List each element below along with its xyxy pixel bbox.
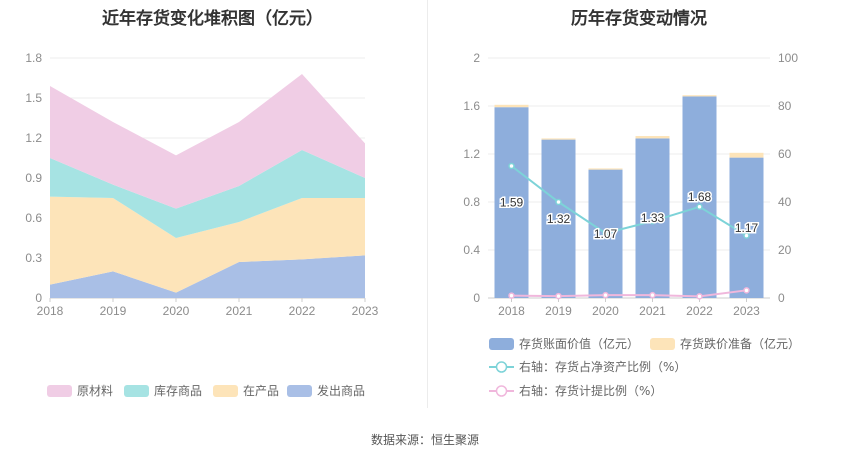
bar-book-value [541, 139, 576, 298]
line-point [508, 292, 515, 299]
right-y-tick-label: 0.8 [463, 195, 480, 209]
line-point [555, 198, 562, 206]
left-y-tick-label: 1.5 [25, 91, 42, 105]
chart-divider [427, 0, 428, 408]
bar-book-value [494, 107, 529, 298]
bar-value-label: 1.17 [735, 221, 759, 235]
line-point [602, 291, 609, 299]
left-legend-swatch [287, 385, 312, 397]
right-legend-swatch [650, 338, 675, 350]
right-y-tick-label: 1.6 [463, 99, 480, 113]
line-point [602, 229, 609, 237]
right-legend-label: 右轴：存货占净资产比例（%） [519, 359, 686, 374]
area-series-1 [50, 255, 365, 298]
bar-value-label: 1.32 [547, 212, 571, 226]
right-chart-title: 历年存货变动情况 [571, 9, 707, 29]
right-legend-label: 右轴：存货计提比例（%） [519, 383, 662, 398]
right-y2-tick-label: 80 [778, 99, 792, 113]
right-y2-tick-label: 20 [778, 243, 792, 257]
bar-impairment-reserve [588, 168, 623, 170]
left-legend-label: 在产品 [243, 384, 279, 398]
right-y2-tick-label: 100 [778, 51, 798, 65]
right-legend-label: 存货账面价值（亿元） [519, 336, 639, 351]
right-x-tick-label: 2020 [592, 304, 619, 318]
line-point [508, 162, 515, 170]
left-chart-title: 近年存货变化堆积图（亿元） [102, 9, 323, 29]
left-x-tick-label: 2021 [226, 304, 253, 318]
bar-impairment-reserve [494, 104, 529, 108]
left-x-tick-label: 2023 [352, 304, 379, 318]
stacked-area-chart: 0 0.3 0.6 0.9 1.2 1.5 1.8 2018 2019 2020 2021 2022 2… [25, 51, 378, 398]
left-y-tick-label: 1.8 [25, 51, 42, 65]
left-x-tick-label: 2018 [37, 304, 64, 318]
bar-value-label: 1.59 [500, 196, 524, 210]
right-x-tick-label: 2018 [498, 304, 525, 318]
left-x-tick-label: 2019 [100, 304, 127, 318]
data-source: 数据来源：恒生聚源 [370, 433, 479, 447]
bar-book-value [682, 96, 717, 299]
left-y-tick-label: 0 [35, 291, 42, 305]
left-legend-label: 库存商品 [154, 383, 202, 398]
bar-value-label: 1.33 [641, 211, 665, 225]
right-y2-tick-label: 40 [778, 195, 792, 209]
bar-impairment-reserve [682, 95, 717, 97]
line-point [696, 203, 703, 211]
bar-value-label: 1.07 [594, 227, 618, 241]
left-x-tick-label: 2020 [163, 304, 190, 318]
right-y2-tick-label: 60 [778, 147, 792, 161]
left-y-tick-label: 1.2 [25, 131, 42, 145]
area-series-4 [50, 74, 365, 209]
area-series-3 [50, 150, 365, 238]
line-series-2 [511, 289, 747, 298]
bar-impairment-reserve [541, 138, 576, 140]
right-legend-swatch [489, 338, 514, 350]
line-point [696, 293, 703, 300]
line-series-1 [510, 165, 748, 237]
right-y2-tick-label: 0 [778, 291, 785, 305]
right-x-tick-label: 2021 [639, 304, 666, 318]
right-x-tick-label: 2019 [545, 304, 572, 318]
line-point [555, 292, 562, 300]
right-y-tick-label: 0 [473, 291, 480, 305]
bar-impairment-reserve [729, 152, 764, 158]
line-point [649, 291, 656, 299]
right-x-tick-label: 2023 [733, 304, 760, 318]
left-x-tick-label: 2022 [289, 304, 316, 318]
left-legend-label: 发出商品 [317, 383, 365, 398]
left-y-tick-label: 0.3 [25, 251, 42, 265]
line-point [743, 287, 750, 294]
right-y-tick-label: 1.2 [463, 147, 480, 161]
left-legend-swatch [124, 385, 149, 397]
bar-value-label: 1.68 [688, 190, 712, 204]
line-point [743, 232, 750, 239]
left-y-tick-label: 0.6 [25, 211, 42, 225]
line-point [649, 217, 656, 225]
left-legend-swatch [47, 385, 72, 397]
left-legend-label: 原材料 [77, 384, 113, 398]
area-series-2 [50, 196, 365, 293]
bar-impairment-reserve [635, 136, 670, 139]
right-legend-marker [495, 361, 508, 373]
left-legend-swatch [213, 385, 238, 397]
right-x-tick-label: 2022 [686, 304, 713, 318]
left-y-tick-label: 0.9 [25, 171, 42, 185]
right-legend-label: 存货跌价准备（亿元） [680, 336, 800, 351]
right-legend-marker [495, 385, 508, 397]
right-y-tick-label: 2 [473, 51, 480, 65]
right-y-tick-label: 0.4 [463, 243, 480, 257]
